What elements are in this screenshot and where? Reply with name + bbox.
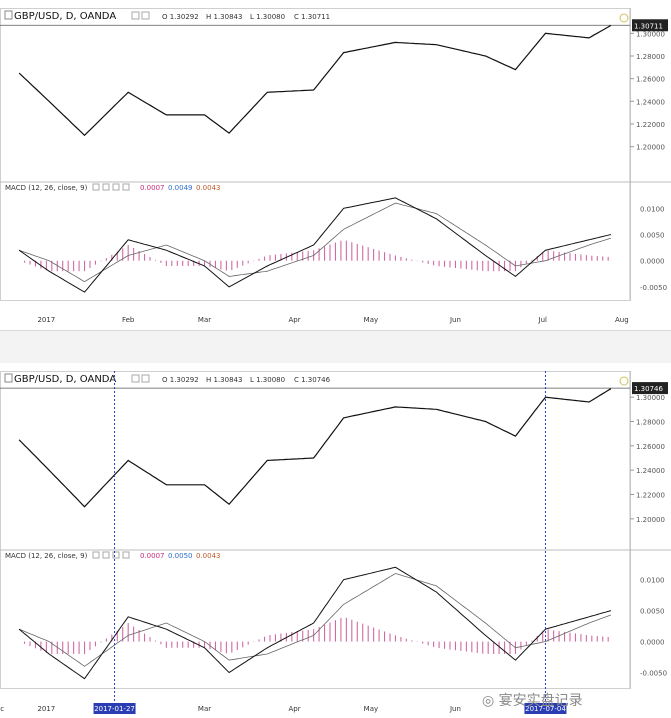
date-tick-label: Mar — [198, 705, 211, 713]
price-tick-label: 1.20000 — [636, 516, 665, 524]
price-tick-label: 1.20000 — [636, 144, 665, 152]
date-tick-label: May — [364, 705, 378, 713]
panel-separator — [0, 330, 671, 365]
plot-frame — [0, 371, 631, 689]
macd-legend-signal: 0.0043 — [196, 184, 221, 192]
legend-setting-icon — [92, 183, 100, 191]
price-legend-symbol: GBP/USD, D, OANDA — [14, 374, 116, 385]
macd-tick-label: -0.0050 — [640, 670, 667, 678]
last-price-tag: 1.30711 — [634, 22, 663, 30]
legend-setting-icon — [112, 551, 120, 559]
legend-setting-icon — [122, 183, 130, 191]
macd-tick-label: 0.0000 — [640, 639, 665, 647]
watermark: ◎ 宴安实盘记录 — [482, 693, 583, 709]
chart-panel-top: 1.30000 1.28000 1.26000 1.24000 1.22000 1.200… — [0, 0, 671, 330]
date-marker-tag: 2017-01-27 — [94, 705, 135, 713]
macd-legend-macd: 0.0050 — [168, 552, 193, 560]
price-legend-open: O 1.30292 — [162, 13, 199, 21]
macd-tick-label: -0.0050 — [640, 284, 667, 292]
price-legend-high: H 1.30843 — [206, 13, 242, 21]
macd-tick-label: 0.0100 — [640, 205, 665, 213]
signal-line — [18, 202, 612, 283]
legend-setting-icon — [131, 374, 140, 383]
date-tick-label: Apr — [288, 316, 300, 324]
date-tick-label: Jun — [449, 705, 461, 713]
chart-svg-top[interactable]: 1.30000 1.28000 1.26000 1.24000 1.22000 1.200… — [0, 0, 671, 330]
last-price-tag-bg — [632, 19, 668, 32]
date-tick-label: May — [364, 316, 378, 324]
chart-svg-bottom[interactable]: 1.30000 1.28000 1.26000 1.24000 1.22000 1.200… — [0, 363, 671, 718]
price-tick-label: 1.28000 — [636, 53, 665, 61]
price-line — [18, 24, 612, 137]
watermark-text: 宴安实盘记录 — [498, 693, 583, 709]
last-price-tag: 1.30746 — [634, 385, 663, 393]
macd-tick-label: 0.0000 — [640, 258, 665, 266]
price-legend-symbol: GBP/USD, D, OANDA — [14, 11, 116, 22]
price-tick-label: 1.24000 — [636, 98, 665, 106]
legend-setting-icon — [92, 551, 100, 559]
alert-clock-icon — [619, 13, 629, 23]
macd-tick-label: 0.0050 — [640, 232, 665, 240]
date-tick-label: Feb — [122, 316, 135, 324]
price-tick-label: 1.22000 — [636, 492, 665, 500]
price-tick-label: 1.30000 — [636, 30, 665, 38]
price-legend-low: L 1.30080 — [250, 13, 285, 21]
alert-clock-icon — [619, 376, 629, 386]
date-tick-label: Apr — [288, 705, 300, 713]
macd-legend-title: MACD (12, 26, close, 9) — [5, 552, 88, 560]
legend-setting-icon — [141, 374, 150, 383]
signal-line — [18, 573, 612, 667]
legend-setting-icon — [112, 183, 120, 191]
price-legend-close: C 1.30711 — [294, 13, 330, 21]
date-marker-tag-bg — [524, 703, 567, 714]
price-tick-label: 1.28000 — [636, 419, 665, 427]
macd-tick-label: 0.0100 — [640, 577, 665, 585]
macd-legend-signal: 0.0043 — [196, 552, 221, 560]
date-tick-label: Mar — [198, 316, 211, 324]
price-line — [18, 388, 612, 508]
macd-tick-label: 0.0050 — [640, 608, 665, 616]
macd-legend-title: MACD (12, 26, close, 9) — [5, 184, 88, 192]
legend-setting-icon — [102, 551, 110, 559]
date-tick-label: ec — [0, 705, 4, 713]
date-marker-tag: 2017-07-04 — [525, 705, 566, 713]
legend-box-icon — [4, 373, 13, 383]
plot-frame — [0, 8, 631, 301]
price-legend-low: L 1.30080 — [250, 376, 285, 384]
legend-box-icon — [4, 10, 13, 20]
date-tick-label: 2017 — [37, 705, 55, 713]
chart-panel-bottom: 1.30000 1.28000 1.26000 1.24000 1.22000 1.200… — [0, 363, 671, 718]
price-tick-label: 1.30000 — [636, 394, 665, 402]
price-tick-label: 1.22000 — [636, 121, 665, 129]
price-tick-label: 1.24000 — [636, 467, 665, 475]
legend-setting-icon — [122, 551, 130, 559]
date-tick-label: Aug — [615, 316, 629, 324]
legend-setting-icon — [131, 11, 140, 20]
legend-setting-icon — [141, 11, 150, 20]
price-legend-high: H 1.30843 — [206, 376, 242, 384]
macd-legend-hist: 0.0007 — [140, 552, 165, 560]
macd-legend-hist: 0.0007 — [140, 184, 165, 192]
date-tick-label: 2017 — [37, 316, 55, 324]
macd-line — [18, 197, 612, 293]
legend-setting-icon — [102, 183, 110, 191]
date-tick-label: Jun — [449, 316, 461, 324]
price-tick-label: 1.26000 — [636, 443, 665, 451]
macd-legend-macd: 0.0049 — [168, 184, 193, 192]
date-tick-label: Jul — [538, 316, 548, 324]
macd-line — [18, 566, 612, 680]
date-marker-tag-bg — [93, 703, 136, 714]
price-legend-open: O 1.30292 — [162, 376, 199, 384]
last-price-tag-bg — [632, 382, 668, 395]
price-tick-label: 1.26000 — [636, 76, 665, 84]
price-legend-close: C 1.30746 — [294, 376, 331, 384]
